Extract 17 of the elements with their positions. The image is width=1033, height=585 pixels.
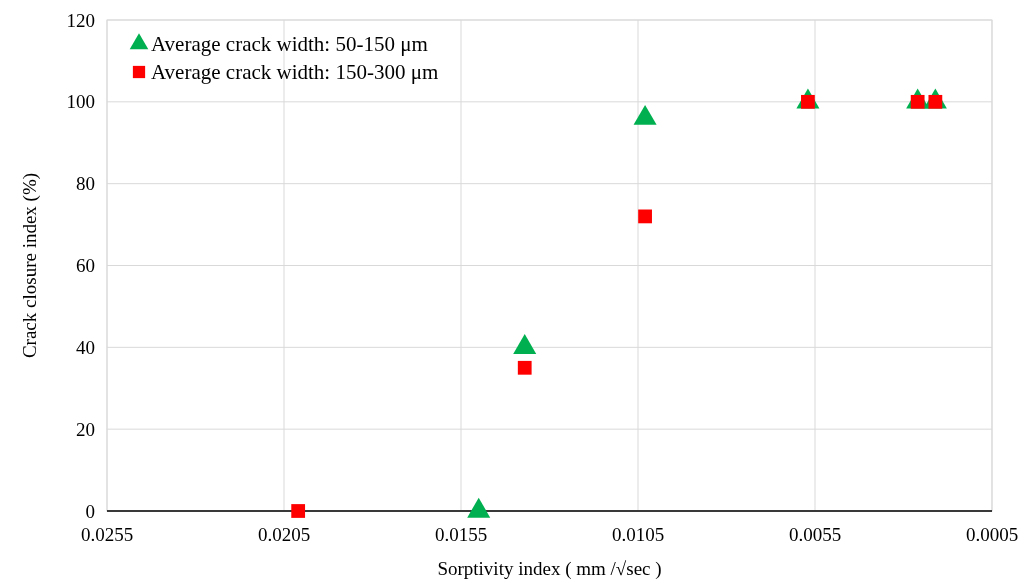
y-tick-label: 100	[66, 91, 95, 113]
x-tick-label: 0.0255	[80, 524, 134, 545]
y-tick-label: 80	[76, 173, 95, 195]
y-tick-label: 60	[76, 255, 95, 277]
x-tick-label: 0.0155	[434, 524, 488, 545]
y-tick-label: 120	[66, 9, 95, 31]
legend-label: Average crack width: 150-300 μm	[151, 60, 439, 85]
y-axis-title: Crack closure index (%)	[19, 172, 41, 359]
x-axis-title: Sorptivity index ( mm /√sec )	[437, 558, 662, 580]
x-tick-label: 0.0005	[965, 524, 1019, 545]
x-tick-label: 0.0105	[611, 524, 665, 545]
y-tick-label: 0	[85, 500, 95, 522]
y-tick-label: 20	[76, 418, 95, 440]
y-tick-label: 40	[76, 336, 95, 358]
x-tick-label: 0.0055	[788, 524, 842, 545]
x-tick-label: 0.0205	[257, 524, 311, 545]
legend-label: Average crack width: 50-150 μm	[151, 32, 428, 57]
